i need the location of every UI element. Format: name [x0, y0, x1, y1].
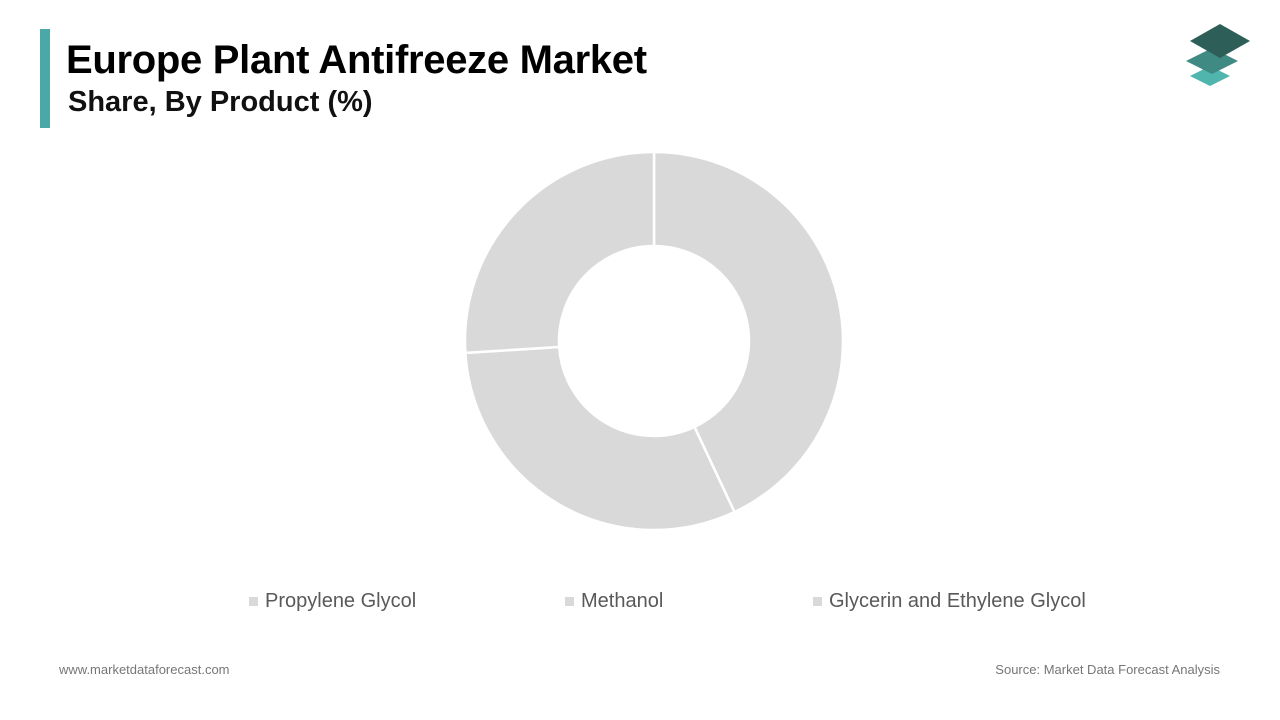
legend-swatch: [249, 596, 258, 606]
donut-slice-methanol: [464, 345, 737, 532]
donut-slice-glycerin-and-ethylene-glycol: [463, 150, 656, 355]
legend-swatch: [813, 596, 822, 606]
legend-label: Glycerin and Ethylene Glycol: [829, 590, 1086, 612]
brand-logo-icon: [1186, 24, 1250, 86]
chart-legend: Propylene Glycol Methanol Glycerin and Eth…: [0, 588, 1280, 616]
logo-layer-top: [1190, 24, 1250, 58]
donut-slice-propylene-glycol: [652, 150, 845, 514]
chart-subtitle: Share, By Product (%): [68, 86, 373, 118]
legend-label: Methanol: [581, 590, 664, 612]
legend-swatch: [565, 596, 574, 606]
legend-item-methanol: Methanol: [565, 588, 663, 614]
legend-item-propylene-glycol: Propylene Glycol: [249, 588, 416, 614]
title-accent-bar: [40, 29, 50, 128]
chart-title: Europe Plant Antifreeze Market: [66, 38, 647, 82]
logo-layer-bottom: [1190, 66, 1230, 86]
legend-item-glycerin-and-ethylene-glycol: Glycerin and Ethylene Glycol: [813, 588, 1086, 614]
legend-label: Propylene Glycol: [265, 590, 417, 612]
footer-website: www.marketdataforecast.com: [59, 662, 230, 677]
footer-source: Source: Market Data Forecast Analysis: [995, 662, 1220, 677]
